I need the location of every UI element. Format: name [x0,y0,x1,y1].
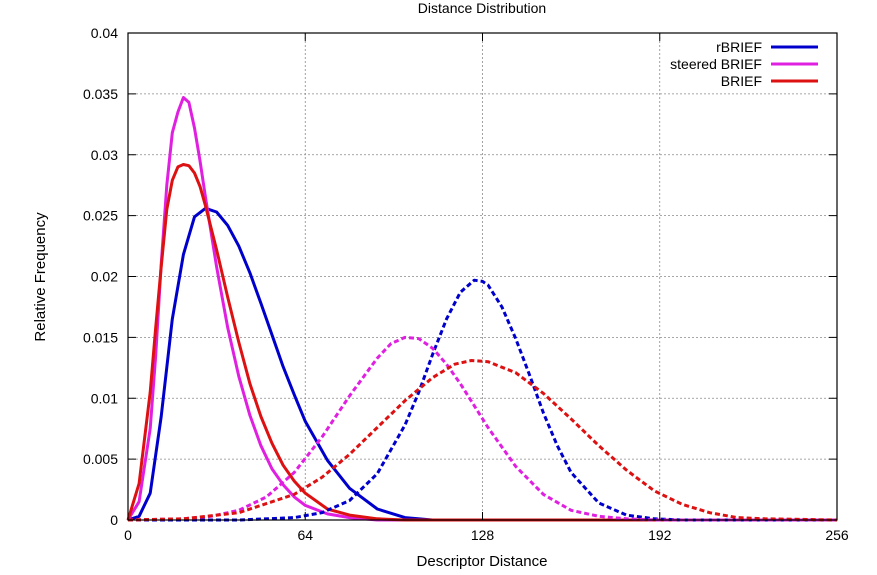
axis-ticks: 0 64 128 192 256 0 0.005 0.01 0.015 0.02 0.025 0.03… [83,25,849,543]
series-line-steered-brief-dashed [127,335,837,522]
legend-item: rBRIEF [716,39,818,55]
y-tick-label: 0.02 [91,269,118,285]
chart-title: Distance Distribution [418,0,546,16]
x-tick-label: 192 [648,527,672,543]
x-tick-label: 256 [825,527,849,543]
legend-label: BRIEF [721,73,762,89]
series-line-brief-solid [126,163,837,522]
y-tick-label: 0.005 [83,451,118,467]
legend-label: rBRIEF [716,39,762,55]
y-tick-label: 0.035 [83,86,118,102]
legend-label: steered BRIEF [670,56,762,72]
y-axis-title: Relative Frequency [32,212,49,342]
x-tick-label: 64 [297,527,313,543]
x-tick-label: 0 [124,527,132,543]
series-line-brief-dashed [127,359,838,522]
y-tick-label: 0.04 [91,25,118,41]
series-line-rbrief-dashed [128,278,837,522]
y-tick-label: 0.015 [83,329,118,345]
y-tick-label: 0 [110,512,118,528]
grid [128,33,837,520]
series-layer [126,96,838,522]
legend-item: BRIEF [721,73,818,89]
legend-item: steered BRIEF [670,56,818,72]
y-tick-label: 0.025 [83,208,118,224]
y-tick-label: 0.03 [91,147,118,163]
x-tick-label: 128 [471,527,495,543]
series-line-steered-brief-solid [126,96,837,522]
series-line-rbrief-solid [127,206,837,522]
y-tick-label: 0.01 [91,390,118,406]
x-axis-title: Descriptor Distance [417,553,548,570]
